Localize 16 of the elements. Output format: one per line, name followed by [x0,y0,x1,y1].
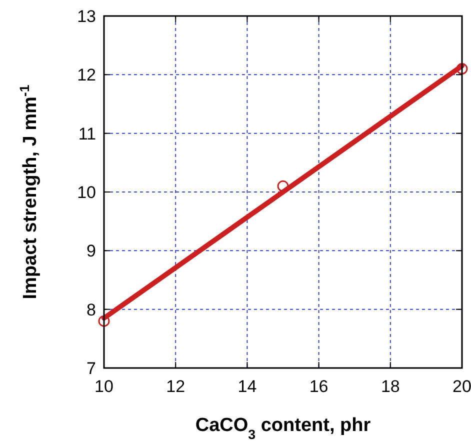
x-tick-label: 12 [166,377,186,396]
x-tick-label: 20 [452,377,471,396]
y-tick-label: 8 [86,300,96,320]
x-tick-label: 16 [309,377,328,396]
y-tick-label: 10 [77,182,96,202]
point [98,315,110,327]
point [456,63,468,75]
y-tick-label: 7 [86,358,96,378]
y-tick-label: 12 [77,66,96,85]
x-tick-label: 18 [380,377,400,396]
y-tick-label: 11 [78,124,96,144]
x-axis-title: CaCO$_{3}$ content, phr [195,415,372,442]
point [277,180,289,192]
y-tick-label: 13 [77,6,96,26]
x-tick-label: 14 [238,377,257,396]
y-tick-label: 9 [86,242,96,261]
